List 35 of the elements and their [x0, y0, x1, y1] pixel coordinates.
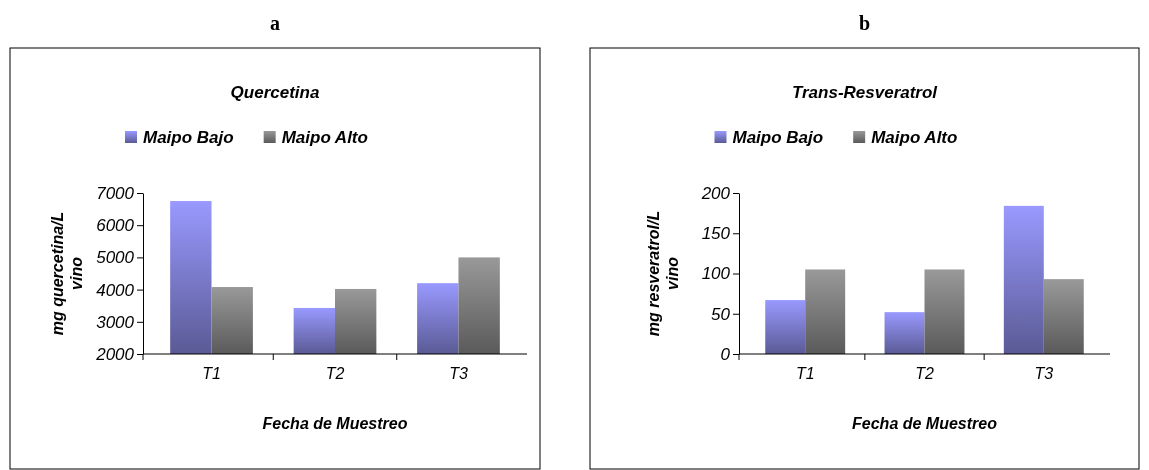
chart-subtitle: Quercetina: [230, 83, 320, 102]
x-tick-label: T3: [1034, 365, 1054, 383]
y-tick-label: 150: [701, 224, 731, 244]
y-tick-label: 5000: [96, 248, 135, 268]
y-axis-title: mg resveratrol/L vino: [645, 210, 681, 337]
x-tick-label: T1: [795, 365, 815, 383]
bar: [1043, 279, 1084, 354]
legend-label: Maipo Bajo: [143, 128, 234, 147]
chart-title: a: [270, 12, 280, 34]
y-tick-label: 4000: [96, 280, 135, 300]
y-tick-label: 100: [701, 264, 731, 284]
legend-label: Maipo Alto: [281, 128, 368, 147]
bar: [884, 312, 925, 354]
chart-title: b: [858, 12, 871, 34]
y-tick-label: 0: [720, 344, 731, 364]
legend-label: Maipo Alto: [871, 128, 958, 147]
x-axis-title: Fecha de Muestreo: [262, 415, 408, 432]
x-tick-label: T2: [325, 365, 345, 383]
bar: [765, 300, 806, 354]
x-axis-title: Fecha de Muestreo: [852, 415, 998, 432]
y-tick-label: 3000: [96, 312, 135, 332]
x-tick-label: T2: [915, 365, 934, 383]
y-tick-label: 6000: [96, 216, 135, 236]
y-tick-label: 200: [700, 183, 731, 203]
x-tick-label: T3: [449, 365, 468, 383]
legend-label: Maipo Bajo: [732, 128, 824, 147]
y-tick-label: 7000: [96, 183, 135, 203]
bar: [805, 269, 846, 354]
y-axis-title: mg quercetina/L vino: [49, 211, 85, 336]
chart-subtitle: Trans-Resveratrol: [791, 83, 939, 102]
bar: [924, 269, 965, 354]
bar: [1003, 205, 1044, 354]
y-tick-label: 2000: [95, 344, 135, 364]
x-tick-label: T1: [202, 365, 221, 383]
y-tick-label: 50: [711, 304, 731, 324]
